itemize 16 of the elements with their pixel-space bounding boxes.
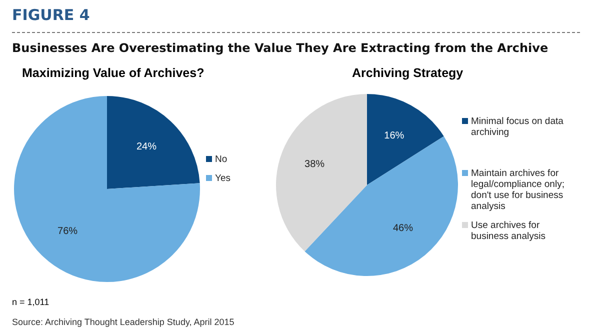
legend-label: Minimal focus on data archiving: [471, 116, 564, 138]
text: n = 1,011: [12, 297, 50, 307]
caption: FIGURE 4: [12, 6, 90, 24]
chart-title: Archiving Strategy: [352, 66, 464, 80]
data-label: 24%: [136, 142, 157, 153]
legend-label: No: [215, 154, 228, 165]
legend-label: Yes: [215, 173, 230, 184]
chart-title: Maximizing Value of Archives?: [22, 66, 204, 80]
text: Businesses Are Overestimating the Value They Are Extracting from the Archive: [12, 41, 548, 55]
legend-label: Maintain archives for legal/compliance only; don't use for business analysis: [471, 168, 564, 212]
data-label: 16%: [384, 130, 404, 142]
source-note: Source: Archiving Thought Leadership Study, April 2015: [12, 317, 234, 327]
data-label: 46%: [392, 223, 414, 234]
data-label: 76%: [58, 226, 78, 237]
data-label: 38%: [304, 158, 325, 170]
legend-label: Use archives for business analysis: [471, 220, 546, 242]
